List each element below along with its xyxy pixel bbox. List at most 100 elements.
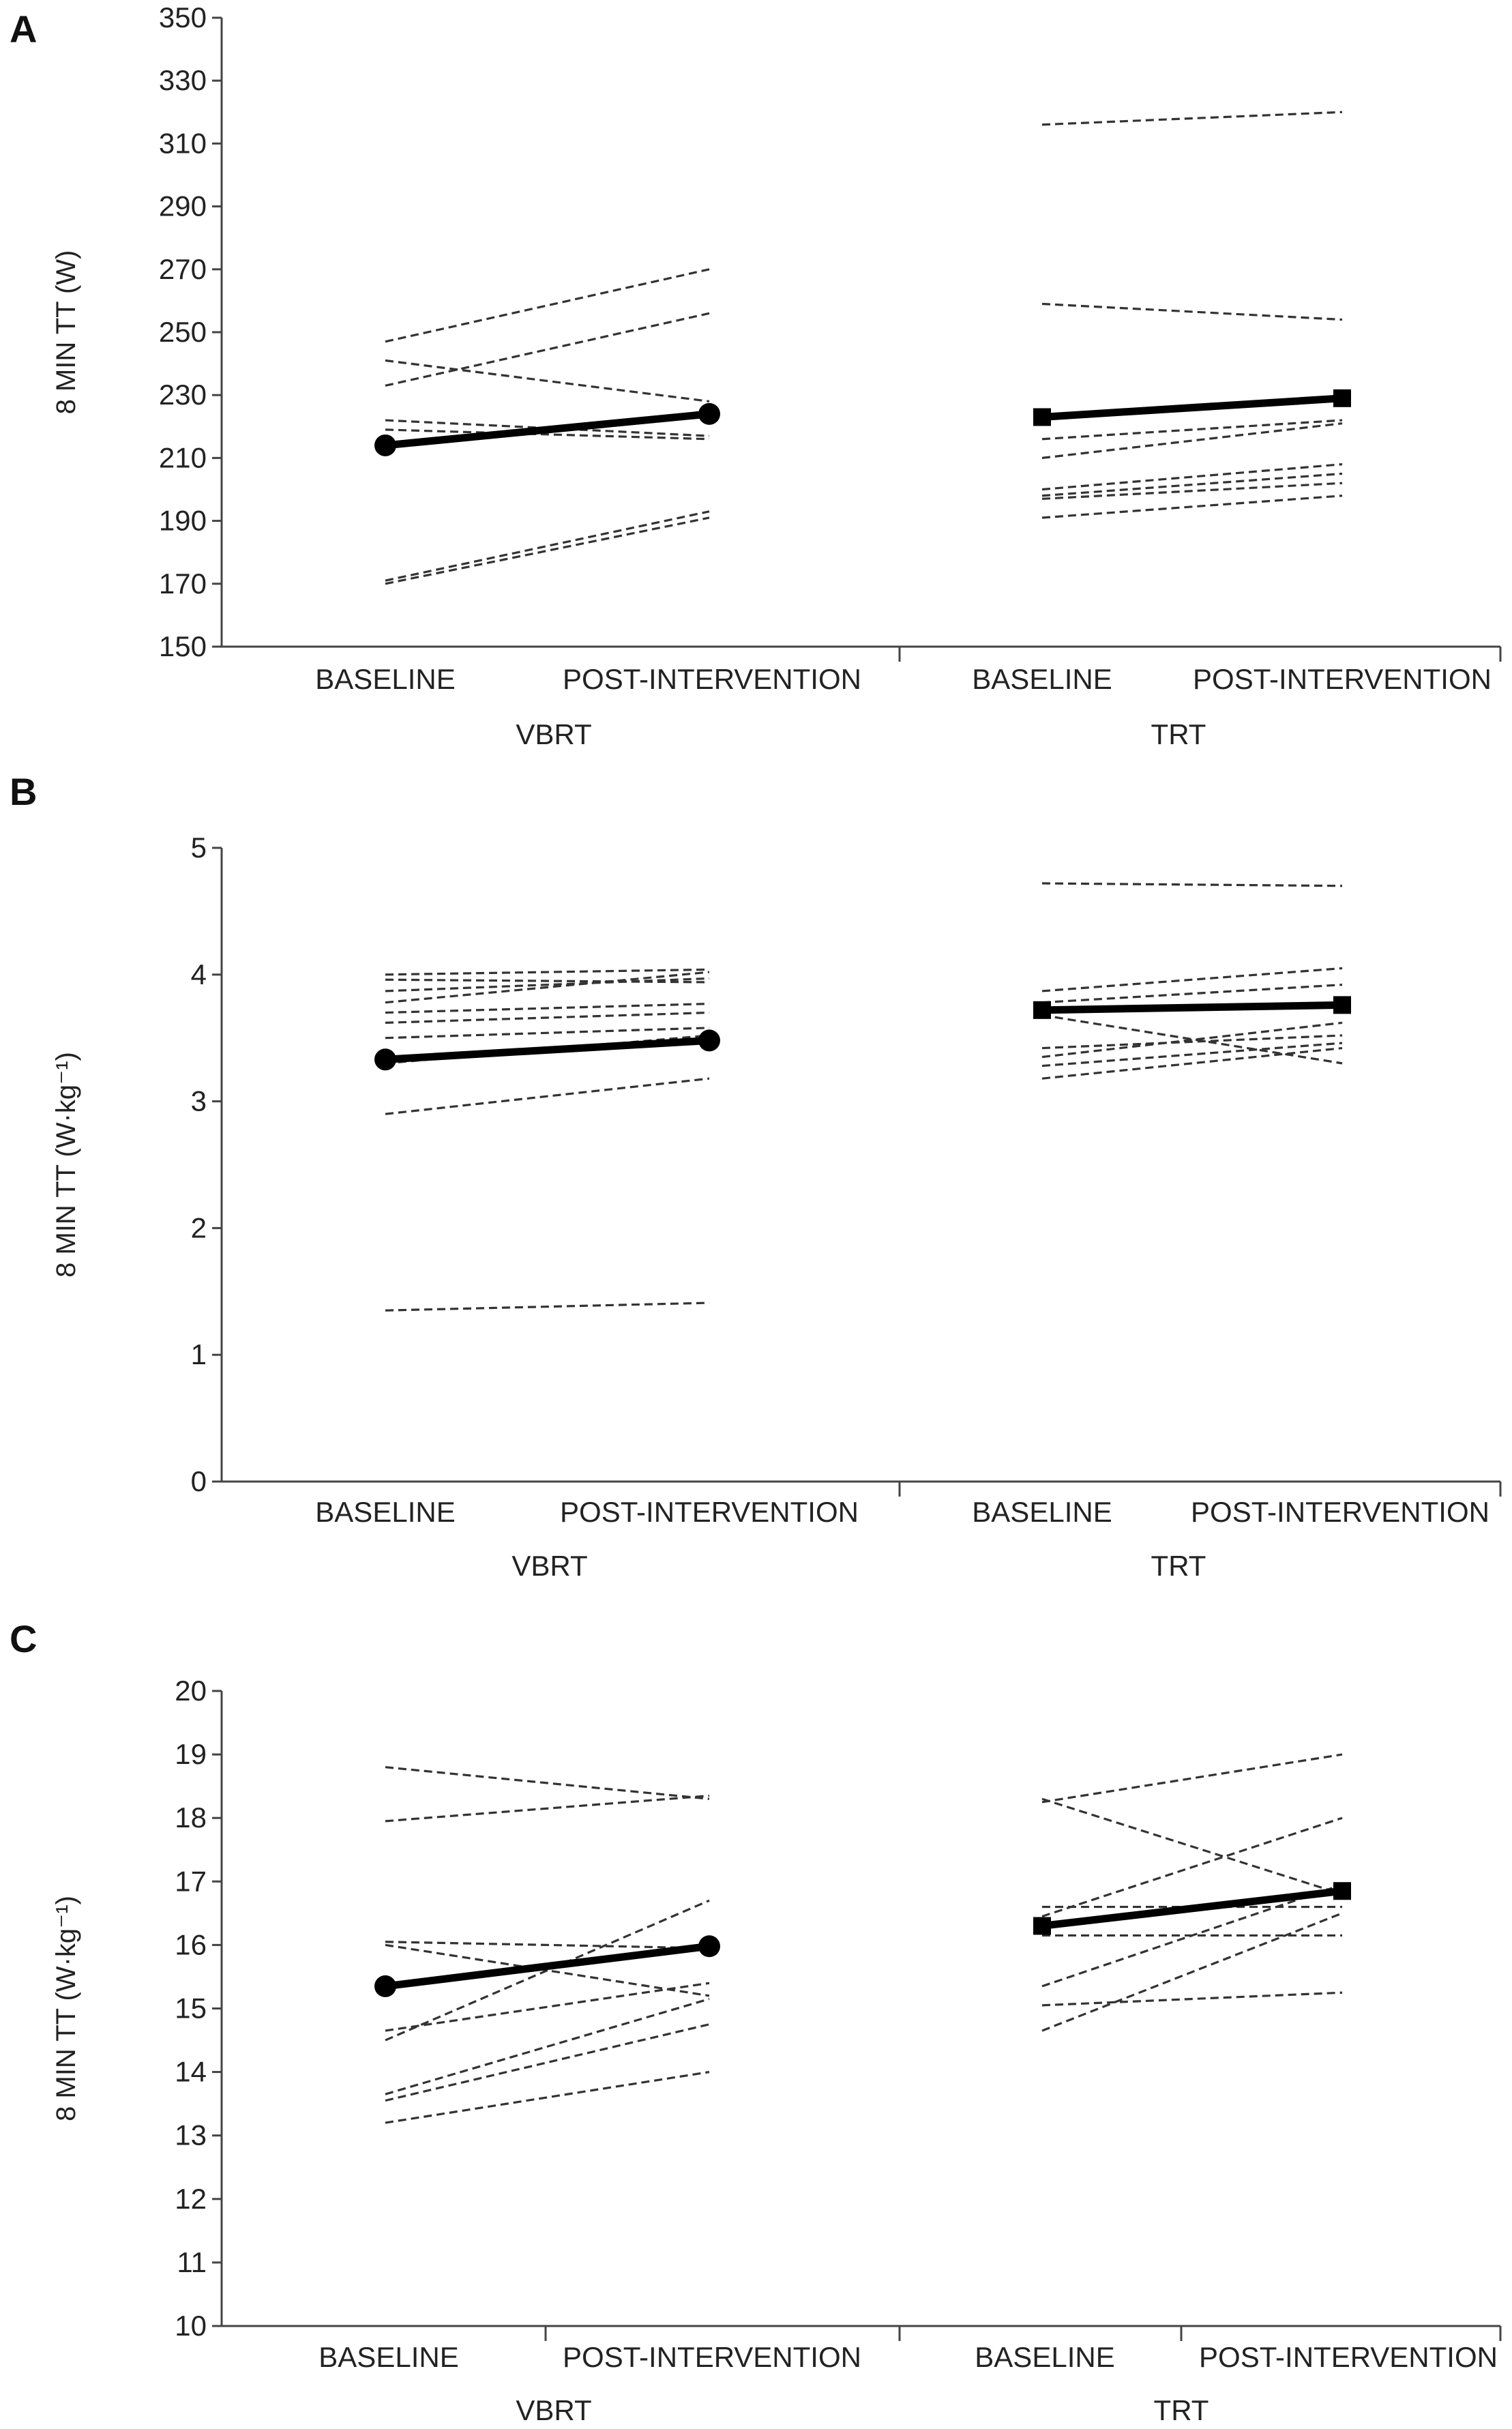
panel-a-trt-mean-marker bbox=[1333, 389, 1351, 407]
panel-a-trt-individual-line bbox=[1041, 422, 1343, 459]
panel-c-y-tick-label: 13 bbox=[175, 2119, 207, 2151]
panel-a-y-tick-label: 350 bbox=[159, 1, 207, 33]
panel-a-y-axis-label: 8 MIN TT (W) bbox=[51, 250, 81, 415]
panel-a-y-tick-label: 290 bbox=[159, 190, 207, 222]
panel-b-vbrt-category-label: POST-INTERVENTION bbox=[560, 1496, 859, 1528]
panel-c-y-tick-label: 18 bbox=[175, 1801, 207, 1834]
panel-a-y-tick-label: 330 bbox=[159, 64, 207, 96]
panel-a-y-tick-label: 210 bbox=[159, 441, 207, 473]
panel-c-vbrt-individual-line bbox=[385, 1795, 710, 1823]
panel-c-vbrt-category-label: BASELINE bbox=[318, 2341, 458, 2373]
panel-b-vbrt-individual-line bbox=[385, 1027, 710, 1040]
panel-c-y-tick-label: 17 bbox=[175, 1865, 207, 1897]
panel-b-y-tick-label: 4 bbox=[191, 958, 207, 990]
panel-a-y-tick-label: 190 bbox=[159, 505, 207, 537]
panel-a-chart: A 150 170 190 210 230 250 270 290 310 330 350 8 MIN … bbox=[10, 1, 1502, 750]
panel-c-vbrt-individual-line bbox=[385, 1899, 710, 2042]
panel-b-trt-individual-line bbox=[1041, 1034, 1343, 1050]
panel-c-y-tick-label: 14 bbox=[175, 2056, 207, 2088]
panel-b-trt-category-label: POST-INTERVENTION bbox=[1191, 1496, 1489, 1528]
panel-c-trt-group-label: TRT bbox=[1154, 2394, 1209, 2426]
panel-a-trt-mean-line bbox=[1041, 394, 1343, 421]
panel-b-trt-individual-line bbox=[1041, 882, 1343, 887]
panel-a-trt-individual-line bbox=[1041, 463, 1343, 491]
panel-a-vbrt-individual-line bbox=[385, 268, 710, 343]
panel-b-vbrt-individual-line bbox=[385, 978, 710, 984]
panel-c-vbrt-group-label: VBRT bbox=[516, 2394, 591, 2426]
panel-b-y-tick-label: 0 bbox=[191, 1465, 207, 1497]
panel-b-trt-individual-line bbox=[1041, 1046, 1343, 1080]
panel-b-vbrt-category-label: BASELINE bbox=[315, 1496, 455, 1528]
panel-a-y-tick-label: 150 bbox=[159, 630, 207, 662]
panel-b-vbrt-mean-line bbox=[385, 1036, 710, 1063]
panel-c-vbrt-individual-line bbox=[385, 1982, 710, 2032]
panel-a-vbrt-individual-line bbox=[385, 312, 710, 387]
panel-c-trt-individual-line bbox=[1041, 1797, 1343, 1896]
panel-b-y-tick-label: 1 bbox=[191, 1338, 207, 1370]
panel-b-vbrt-mean-marker bbox=[374, 1048, 396, 1071]
panel-a-vbrt-individual-line bbox=[385, 510, 710, 582]
panel-a-vbrt-individual-line bbox=[385, 516, 710, 585]
panel-b-trt-individual-line bbox=[1041, 967, 1343, 992]
panel-a-trt-category-label: POST-INTERVENTION bbox=[1193, 663, 1492, 695]
panel-a-y-tick-label: 230 bbox=[159, 379, 207, 411]
panel-b-letter: B bbox=[10, 778, 37, 813]
panel-c-vbrt-individual-line bbox=[385, 1766, 710, 1800]
panel-c-y-tick-label: 10 bbox=[175, 2310, 207, 2342]
panel-b-vbrt-individual-line bbox=[385, 1077, 710, 1115]
panel-b-chart: B 0 1 2 3 4 5 8 MIN TT (W·kg⁻¹) BASELINE POST-INT… bbox=[10, 778, 1502, 1582]
panel-c-trt-individual-line bbox=[1041, 1816, 1343, 1918]
panel-a-vbrt-category-label: POST-INTERVENTION bbox=[563, 663, 861, 695]
panel-b-vbrt-individual-line bbox=[385, 1002, 710, 1014]
panel-b-vbrt-individual-line bbox=[385, 971, 710, 1004]
panel-b: B 0 1 2 3 4 5 8 MIN TT (W·kg⁻¹) BASELINE POST-INT… bbox=[0, 778, 1512, 1589]
panel-c-y-axis-label: 8 MIN TT (W·kg⁻¹) bbox=[51, 1896, 81, 2121]
panel-a: A 150 170 190 210 230 250 270 290 310 330 350 8 MIN … bbox=[0, 0, 1512, 778]
panel-a-trt-group-label: TRT bbox=[1151, 718, 1206, 750]
panel-c-y-tick-label: 16 bbox=[175, 1928, 207, 1960]
panel-a-trt-category-label: BASELINE bbox=[972, 663, 1112, 695]
panel-c-trt-mean-line bbox=[1041, 1887, 1343, 1930]
panel-a-trt-individual-line bbox=[1041, 302, 1343, 321]
panel-c-vbrt-mean-line bbox=[385, 1942, 710, 1990]
panel-a-vbrt-mean-line bbox=[385, 410, 710, 450]
panel-b-vbrt-individual-line bbox=[385, 1301, 710, 1312]
panel-a-vbrt-category-label: BASELINE bbox=[315, 663, 455, 695]
panel-c-y-tick-label: 20 bbox=[175, 1675, 207, 1707]
panel-a-trt-mean-marker bbox=[1033, 408, 1051, 426]
panel-a-vbrt-individual-line bbox=[385, 428, 710, 441]
panel-c-trt-individual-line bbox=[1041, 1991, 1343, 2007]
panel-c-vbrt-individual-line bbox=[385, 2071, 710, 2124]
panel-a-y-tick-label: 310 bbox=[159, 127, 207, 159]
panel-a-trt-individual-line bbox=[1041, 495, 1343, 519]
panel-c-trt-category-label: BASELINE bbox=[975, 2341, 1114, 2373]
panel-b-trt-individual-line bbox=[1041, 1021, 1343, 1059]
panel-b-y-tick-label: 2 bbox=[191, 1211, 207, 1243]
panel-c-trt-mean-marker bbox=[1033, 1917, 1051, 1935]
panel-c-trt-individual-line bbox=[1041, 1883, 1343, 1988]
panel-b-y-axis-label: 8 MIN TT (W·kg⁻¹) bbox=[51, 1052, 81, 1278]
panel-b-vbrt-group-label: VBRT bbox=[512, 1550, 587, 1582]
panel-c-vbrt-mean-marker bbox=[698, 1935, 720, 1958]
panel-a-y-tick-label: 170 bbox=[159, 568, 207, 600]
panel-b-trt-category-label: BASELINE bbox=[972, 1496, 1112, 1528]
panel-c-letter: C bbox=[10, 1617, 37, 1660]
panel-c-trt-category-label: POST-INTERVENTION bbox=[1199, 2341, 1498, 2373]
panel-b-trt-individual-line bbox=[1041, 1014, 1343, 1065]
panel-c-y-tick-label: 19 bbox=[175, 1738, 207, 1770]
panel-b-trt-mean-marker bbox=[1033, 1001, 1051, 1019]
panel-c-chart: C 10 11 12 13 14 15 16 17 18 19 20 8 MIN TT (W·kg⁻¹)… bbox=[10, 1617, 1502, 2426]
panel-b-trt-group-label: TRT bbox=[1151, 1550, 1206, 1582]
panel-b-trt-individual-line bbox=[1041, 1042, 1343, 1068]
panel-a-y-tick-label: 250 bbox=[159, 316, 207, 348]
panel-a-y-tick-label: 270 bbox=[159, 253, 207, 285]
panel-c-vbrt-individual-line bbox=[385, 2023, 710, 2102]
panel-c: C 10 11 12 13 14 15 16 17 18 19 20 8 MIN TT (W·kg⁻¹)… bbox=[0, 1589, 1512, 2429]
panel-a-trt-individual-line bbox=[1041, 472, 1343, 497]
panel-c-trt-individual-line bbox=[1041, 1753, 1343, 1804]
panel-c-trt-mean-marker bbox=[1333, 1882, 1351, 1900]
panel-c-y-tick-label: 15 bbox=[175, 1992, 207, 2025]
panel-c-y-tick-label: 12 bbox=[175, 2183, 207, 2215]
panel-c-vbrt-category-label: POST-INTERVENTION bbox=[563, 2341, 861, 2373]
panel-b-trt-mean-marker bbox=[1333, 996, 1351, 1014]
